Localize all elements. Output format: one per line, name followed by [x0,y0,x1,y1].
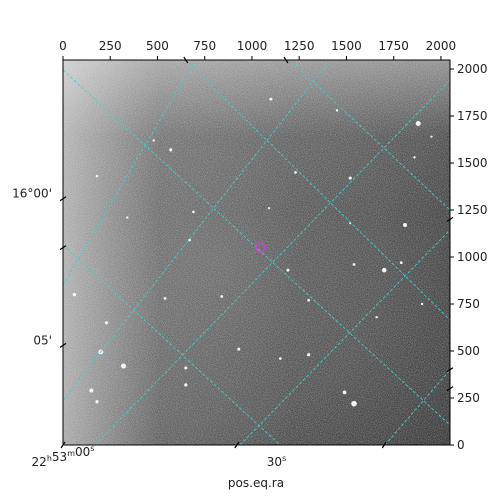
dec-tick-label-1: 05' [33,333,52,347]
star-19 [237,347,241,351]
ra-top-tick-0 [183,56,189,64]
star-0 [415,121,421,127]
star-10 [352,263,356,266]
grid-line-6 [63,244,281,445]
top-tick-label-5: 1250 [284,39,315,53]
dec-right-tick-2 [446,386,454,392]
image-noise [63,60,450,445]
star-18 [307,298,311,302]
star-6 [413,156,416,159]
star-5 [348,176,352,180]
top-tick-label-3: 750 [193,39,216,53]
top-tick-label-6: 1500 [331,39,362,53]
star-21 [120,363,126,369]
right-tick-label-2: 500 [457,344,480,358]
star-layer [72,97,433,407]
x-axis-label: pos.eq.ra [228,476,284,490]
star-12 [399,261,403,265]
top-tick-label-8: 2000 [426,39,457,53]
grid-line-3 [239,229,450,445]
top-tick-label-2: 500 [146,39,169,53]
star-15 [104,321,109,325]
star-13 [188,238,191,242]
star-1 [269,97,273,101]
star-11 [381,267,387,273]
ra-tick-label-0: 22h53m00s [32,444,95,469]
ra-tick-label-1: 30s [267,454,286,469]
ra-bottom-tick-1 [234,441,240,449]
right-tick-label-3: 750 [457,297,480,311]
star-29 [95,400,99,404]
star-7 [192,210,195,214]
top-tick-label-1: 250 [99,39,122,53]
right-tick-label-7: 1750 [457,109,488,123]
dec-right-tick-1 [446,367,454,373]
ra-bottom-tick-0 [60,441,66,449]
dec-left-tick-0 [59,196,67,202]
star-16 [163,296,167,300]
star-3 [95,174,99,178]
dec-right-tick-0 [446,216,454,222]
star-23 [307,353,311,357]
top-tick-label-4: 1000 [237,39,268,53]
right-tick-label-1: 250 [457,391,480,405]
dec-left-tick-2 [59,342,67,348]
right-tick-label-4: 1000 [457,250,488,264]
top-tick-label-7: 1750 [378,39,409,53]
right-tick-label-6: 1500 [457,156,488,170]
star-27 [351,400,357,407]
top-tick-label-0: 0 [59,39,67,53]
grid-line-1 [63,60,331,401]
dec-tick-label-0: 16°00' [12,187,52,201]
grid-line-4 [384,369,450,445]
world-axis-ticks: 22h53m00s 30s 16°00' 05' [12,56,454,469]
star-22 [184,366,188,370]
star-30 [420,302,424,306]
pixel-axis-ticks: 0 250 500 750 1000 1250 1500 1750 2000 0 250 500 750… [59,39,487,452]
right-tick-label-0: 0 [457,438,465,452]
right-tick-label-8: 2000 [457,62,488,76]
star-24 [279,357,282,360]
star-28 [89,388,94,393]
star-8 [267,207,271,210]
star-4 [294,171,297,174]
plot-frame [62,59,451,446]
ra-bottom-tick-2 [381,441,387,449]
star-2 [169,148,173,152]
star-14 [72,292,77,297]
star-36 [126,216,129,219]
ra-top-tick-1 [283,56,289,64]
star-37 [430,135,433,138]
coordinate-grid [63,60,450,445]
star-32 [286,268,290,272]
dec-left-tick-1 [59,245,67,251]
grid-line-8 [184,60,450,321]
star-9 [403,223,408,228]
grid-line-7 [289,60,450,211]
star-25 [184,383,188,387]
image-plot-area [63,60,450,445]
grid-line-0 [63,60,196,286]
target-marker [255,242,266,253]
star-31 [375,315,378,319]
star-34 [335,109,339,112]
right-tick-label-5: 1250 [457,203,488,217]
star-26 [342,390,347,395]
star-17 [220,295,224,298]
star-33 [152,139,155,142]
